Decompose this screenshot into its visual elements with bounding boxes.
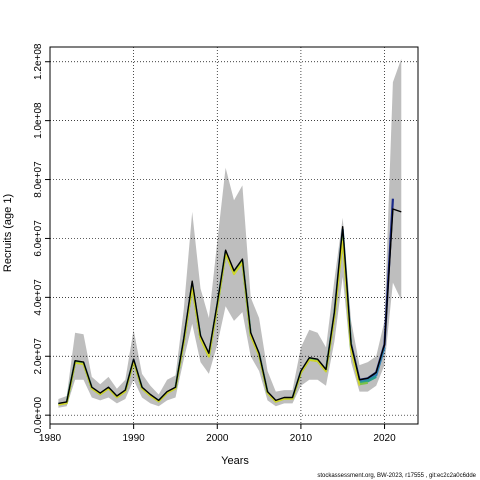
y-axis-title: Recruits (age 1) (2, 194, 14, 272)
y-tick-label-1: 2.0e+07 (33, 338, 44, 375)
plot-area: 1980 1990 2000 2010 2020 0.0e+00 2.0e+07 4.0e+0… (33, 43, 419, 444)
plot-frame (49, 46, 419, 425)
x-tick-label-3: 2010 (290, 433, 313, 444)
y-tick-label-3: 6.0e+07 (33, 220, 44, 257)
footer-credit: stockassessment.org, BW-2023, r17555 , g… (317, 473, 476, 479)
y-tick-label-0: 0.0e+00 (33, 397, 44, 434)
x-tick-label-2: 2000 (206, 433, 229, 444)
y-tick-label-2: 4.0e+07 (33, 279, 44, 316)
y-tick-label-4: 8.0e+07 (33, 161, 44, 198)
series-line-5 (58, 240, 361, 406)
series-line-1 (350, 198, 394, 381)
x-tick-label-0: 1980 (39, 433, 62, 444)
series-line-0 (58, 208, 402, 405)
y-tick-label-6: 1.2e+08 (33, 43, 44, 80)
y-tick-label-5: 1.0e+08 (33, 102, 44, 139)
x-axis-title: Years (221, 455, 249, 467)
confidence-band (58, 58, 402, 408)
x-tick-label-4: 2020 (373, 433, 396, 444)
x-tick-label-1: 1990 (123, 433, 146, 444)
